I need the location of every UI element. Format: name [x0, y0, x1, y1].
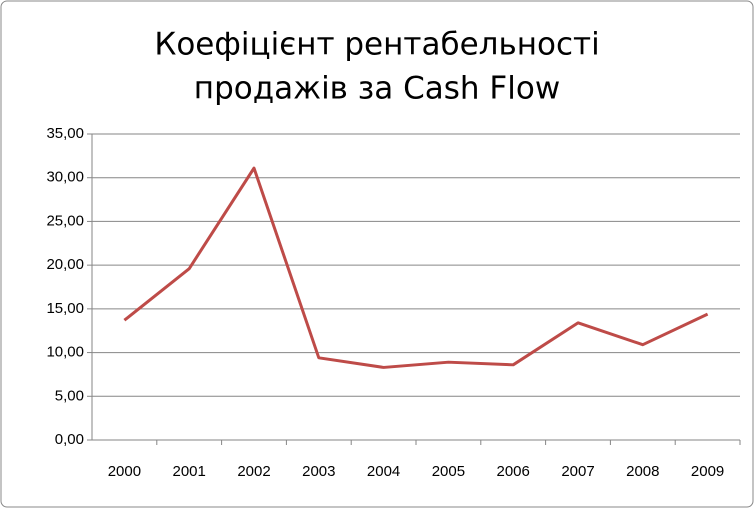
y-tick-label: 0,00: [55, 431, 84, 448]
y-tick-label: 35,00: [46, 125, 84, 142]
series-line: [123, 166, 709, 369]
y-tick-label: 15,00: [46, 300, 84, 317]
y-tick-label: 25,00: [46, 212, 84, 229]
y-tick-label: 5,00: [55, 387, 84, 404]
y-tick-label: 20,00: [46, 256, 84, 273]
chart-title: Коефіцієнт рентабельності: [154, 27, 599, 63]
y-tick-label: 30,00: [46, 169, 84, 186]
x-tick-label: 2009: [691, 463, 724, 480]
x-tick-label: 2005: [432, 463, 465, 480]
y-tick-label: 10,00: [46, 344, 84, 361]
x-tick-label: 2007: [561, 463, 594, 480]
x-tick-label: 2006: [497, 463, 530, 480]
x-tick-label: 2000: [108, 463, 141, 480]
x-tick-label: 2001: [173, 463, 206, 480]
x-tick-label: 2003: [302, 463, 335, 480]
x-tick-label: 2002: [237, 463, 270, 480]
x-tick-label: 2004: [367, 463, 400, 480]
x-tick-label: 2008: [626, 463, 659, 480]
chart-title: продажів за Cash Flow: [194, 71, 560, 107]
